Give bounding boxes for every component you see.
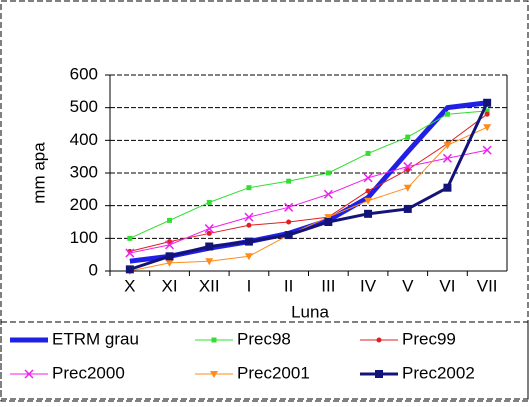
x-tick-label: VI bbox=[439, 276, 455, 295]
y-tick-label: 0 bbox=[89, 260, 98, 279]
marker bbox=[483, 98, 492, 107]
legend-label: Prec99 bbox=[402, 329, 456, 348]
x-axis-label: Luna bbox=[291, 302, 329, 321]
marker bbox=[364, 197, 373, 205]
y-tick-label: 100 bbox=[70, 228, 98, 247]
series-line bbox=[129, 102, 489, 271]
legend-marker bbox=[376, 337, 382, 343]
legend-label: Prec2002 bbox=[402, 363, 475, 382]
marker bbox=[484, 111, 490, 117]
y-axis-label: mm apa bbox=[29, 142, 48, 204]
marker bbox=[483, 124, 492, 132]
x-tick-label: III bbox=[321, 276, 335, 295]
marker bbox=[324, 218, 333, 226]
legend-label: Prec2001 bbox=[237, 363, 310, 382]
marker bbox=[363, 173, 373, 183]
y-tick-label: 200 bbox=[70, 195, 98, 214]
marker bbox=[127, 235, 133, 241]
marker bbox=[125, 265, 134, 274]
marker bbox=[165, 240, 175, 250]
marker bbox=[284, 231, 293, 240]
x-tick-label: II bbox=[284, 276, 293, 295]
marker bbox=[246, 185, 252, 191]
marker bbox=[444, 111, 450, 117]
marker bbox=[443, 183, 452, 192]
legend-label: Prec98 bbox=[237, 329, 291, 348]
marker bbox=[484, 108, 490, 114]
marker bbox=[403, 204, 412, 213]
legend-label: ETRM grau bbox=[52, 329, 139, 348]
marker bbox=[365, 150, 371, 156]
marker bbox=[244, 253, 253, 261]
series-line bbox=[129, 126, 488, 272]
marker bbox=[403, 184, 412, 192]
marker bbox=[244, 237, 253, 246]
marker bbox=[246, 222, 252, 228]
marker bbox=[365, 188, 371, 194]
marker bbox=[165, 259, 174, 267]
legend-label: Prec2000 bbox=[52, 363, 125, 382]
marker bbox=[286, 178, 292, 184]
x-tick-label: X bbox=[124, 276, 135, 295]
series-line bbox=[129, 113, 488, 252]
marker bbox=[364, 209, 373, 218]
marker bbox=[405, 134, 411, 140]
marker bbox=[205, 242, 214, 251]
legend-marker bbox=[210, 371, 218, 378]
marker bbox=[324, 214, 333, 222]
x-tick-label: XI bbox=[162, 276, 178, 295]
x-tick-label: IV bbox=[360, 276, 377, 295]
x-tick-label: VII bbox=[477, 276, 498, 295]
legend-marker bbox=[375, 370, 383, 378]
marker bbox=[284, 202, 294, 212]
marker bbox=[205, 258, 214, 266]
marker bbox=[323, 189, 333, 199]
legend-frame bbox=[0, 321, 529, 400]
series-line bbox=[129, 149, 488, 254]
marker bbox=[165, 252, 174, 261]
marker bbox=[204, 224, 214, 234]
x-tick-label: I bbox=[247, 276, 252, 295]
marker bbox=[325, 170, 331, 176]
marker bbox=[403, 161, 413, 171]
y-tick-label: 600 bbox=[70, 64, 98, 83]
legend-marker bbox=[24, 369, 34, 379]
marker bbox=[206, 199, 212, 205]
x-tick-label: V bbox=[402, 276, 414, 295]
marker bbox=[482, 145, 492, 155]
y-tick-label: 300 bbox=[70, 162, 98, 181]
legend-marker bbox=[211, 337, 217, 343]
marker bbox=[286, 219, 292, 225]
marker bbox=[442, 153, 452, 163]
marker bbox=[167, 217, 173, 223]
marker bbox=[443, 142, 452, 150]
y-tick-label: 400 bbox=[70, 130, 98, 149]
marker bbox=[125, 248, 135, 258]
y-tick-label: 500 bbox=[70, 97, 98, 116]
series-line bbox=[129, 110, 488, 239]
marker bbox=[244, 212, 254, 222]
x-tick-label: XII bbox=[199, 276, 220, 295]
marker bbox=[206, 230, 212, 236]
